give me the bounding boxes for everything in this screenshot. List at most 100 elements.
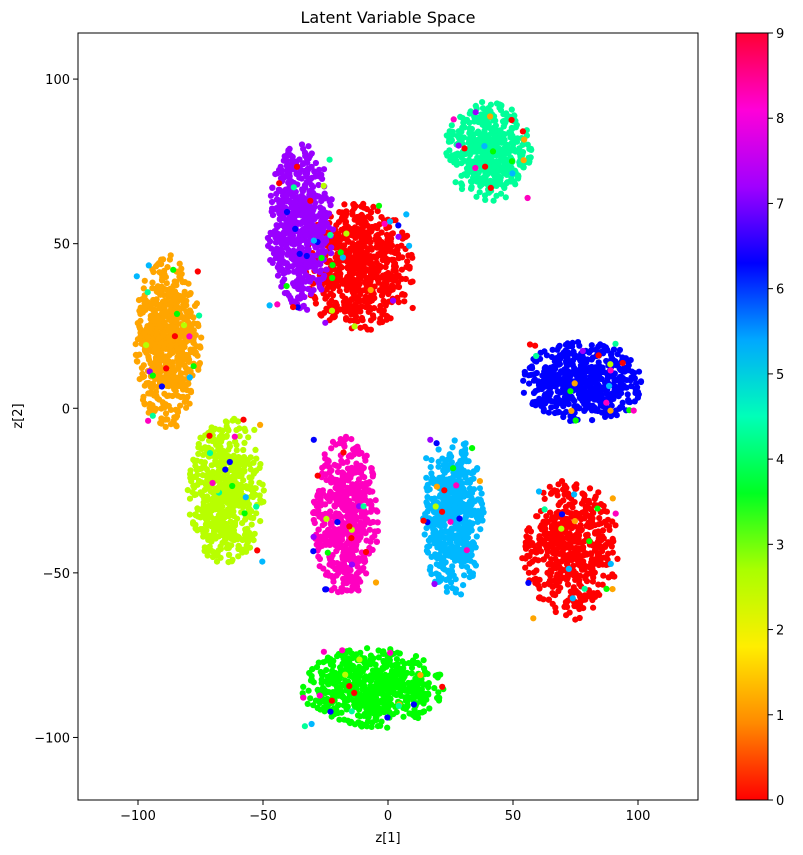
data-point [309,666,316,673]
outlier-point [351,689,358,697]
data-point [503,110,510,117]
outlier-point [406,242,413,249]
data-point [381,703,388,710]
data-point [468,488,475,495]
data-point [599,527,607,534]
data-point [323,657,330,664]
data-point [259,481,266,488]
data-point [457,113,464,120]
data-point [474,518,481,526]
chart-title: Latent Variable Space [301,8,476,27]
data-point [555,559,562,566]
outlier-point [308,720,315,728]
data-point [356,673,363,680]
outlier-point [533,352,540,360]
outlier-point [231,433,238,440]
data-point [588,375,595,382]
data-point [162,401,169,408]
outlier-point [433,483,440,490]
data-point [181,279,188,286]
outlier-point [558,511,566,518]
outlier-point [594,505,601,512]
data-point [336,288,343,295]
outlier-point [571,491,578,498]
data-point [441,492,448,499]
data-point [174,407,181,414]
data-point [151,306,158,313]
data-point [383,280,390,287]
data-point [435,463,442,470]
data-point [595,372,603,379]
data-point [601,518,608,526]
data-point [519,141,526,148]
data-point [512,181,519,188]
data-point [545,596,552,603]
data-point [149,266,156,273]
data-point [361,655,368,662]
data-point [569,343,576,350]
outlier-point [342,671,349,678]
data-point [551,522,558,529]
data-point [522,564,529,571]
outlier-point [145,262,152,269]
data-point [436,542,443,550]
data-point [541,392,548,399]
data-point [367,683,374,690]
outlier-point [170,266,177,273]
data-point [568,513,575,520]
data-point [214,516,221,524]
data-point [586,349,593,356]
outlier-point [363,248,370,256]
outlier-point [607,361,614,368]
data-point [461,572,468,579]
data-point [530,389,538,397]
data-point [461,530,468,537]
data-point [318,671,326,678]
data-point [513,138,521,145]
data-point [341,201,348,208]
data-point [608,543,615,550]
data-point [235,454,242,461]
outlier-point [254,547,261,554]
outlier-point [351,323,358,330]
data-point [501,158,508,166]
data-point [352,309,359,317]
data-point [554,346,561,353]
data-point [374,276,381,283]
data-point [490,124,497,132]
data-point [460,467,467,474]
data-point [245,434,252,441]
data-point [221,508,228,515]
data-point [529,365,536,372]
data-point [576,580,583,588]
data-point [520,377,527,384]
data-point [458,459,466,466]
outlier-point [326,674,333,681]
data-point [532,556,539,563]
data-point [467,108,474,115]
data-point [468,185,475,192]
data-point [557,499,564,506]
data-point [547,509,554,516]
data-point [367,317,375,324]
data-point [183,386,190,394]
data-point [330,662,337,670]
data-point [236,461,244,468]
data-point [571,499,578,506]
data-point [171,288,178,295]
data-point [211,496,218,503]
data-point [546,483,553,490]
data-point [368,209,375,216]
data-point [589,578,597,585]
data-point [167,350,174,357]
data-point [345,659,353,666]
data-point [223,535,230,542]
data-point [553,565,560,572]
data-point [358,720,365,727]
data-point [548,569,555,576]
data-point [447,157,454,164]
data-point [602,543,609,551]
outlier-point [581,585,588,592]
data-point [476,189,483,196]
data-point [329,292,337,299]
